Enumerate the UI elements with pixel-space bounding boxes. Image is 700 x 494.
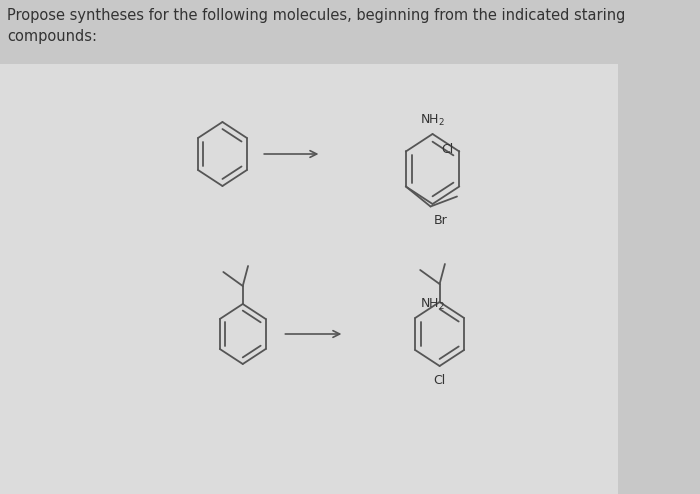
Text: Br: Br — [434, 214, 448, 228]
Text: Propose syntheses for the following molecules, beginning from the indicated star: Propose syntheses for the following mole… — [7, 8, 625, 44]
Bar — [0, 64, 618, 494]
Text: NH$_2$: NH$_2$ — [421, 297, 445, 312]
Text: NH$_2$: NH$_2$ — [420, 113, 445, 128]
Text: Cl: Cl — [433, 374, 446, 387]
Text: Cl: Cl — [441, 143, 453, 156]
